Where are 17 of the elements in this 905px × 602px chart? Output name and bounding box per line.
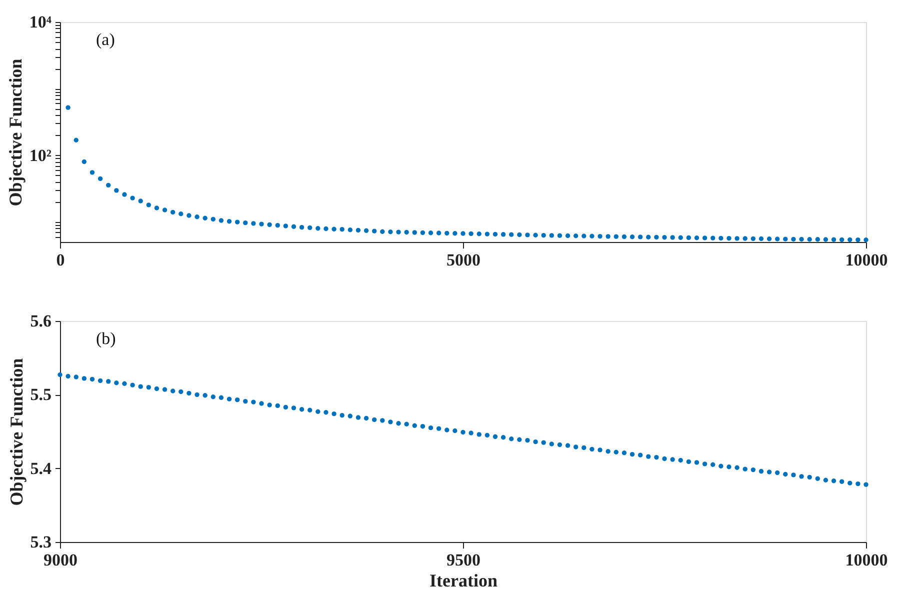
annotation: (a) <box>96 30 115 49</box>
y-tick-label: 5.4 <box>30 458 52 478</box>
x-tick-label: 10000 <box>845 550 888 570</box>
y-axis-title: Objective Function <box>6 358 26 506</box>
x-tick-label: 0 <box>56 250 65 270</box>
x-tick-label: 10000 <box>845 250 888 270</box>
y-tick-label: 10⁴ <box>29 12 52 32</box>
x-axis-title: Iteration <box>430 570 498 590</box>
y-tick-label: 10² <box>29 146 52 165</box>
x-tick-label: 9000 <box>44 550 78 570</box>
annotation: (b) <box>96 329 116 348</box>
y-tick-label: 5.6 <box>30 312 52 330</box>
y-tick-label: 5.5 <box>30 385 52 404</box>
x-tick-label: 9500 <box>446 550 480 570</box>
y-tick-label: 5.3 <box>30 532 52 552</box>
x-tick-label: 5000 <box>446 250 480 270</box>
y-axis-title: Objective Function <box>5 58 26 206</box>
